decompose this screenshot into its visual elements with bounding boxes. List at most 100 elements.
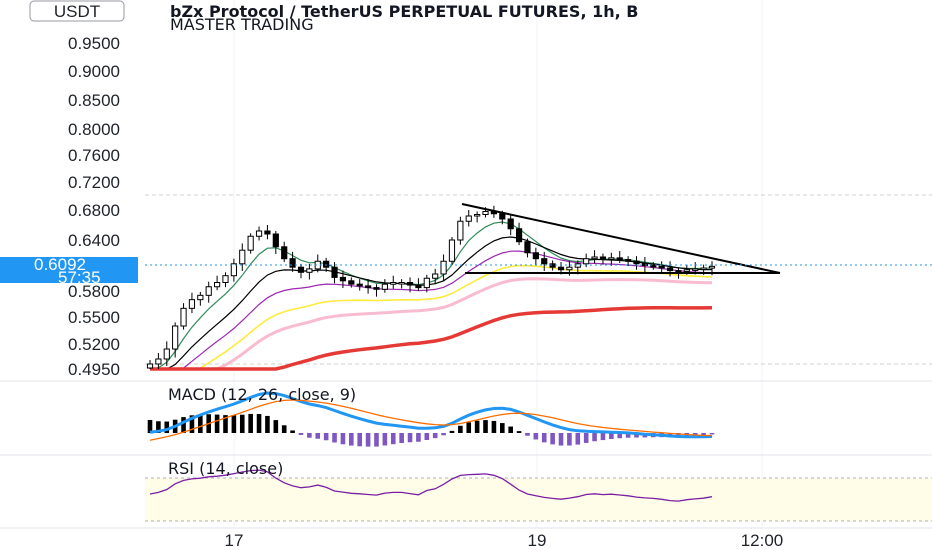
macd-signal-line <box>149 399 713 441</box>
candle-body <box>197 294 204 301</box>
candle-body <box>222 275 229 284</box>
rsi-pane[interactable]: RSI (14, close) <box>145 459 932 522</box>
candle-body <box>482 211 489 215</box>
macd-histogram-bar <box>516 431 522 433</box>
macd-histogram-bar <box>214 414 220 433</box>
macd-histogram-bar <box>281 425 287 433</box>
price-pane[interactable] <box>145 194 932 371</box>
macd-histogram-bar <box>525 433 530 436</box>
price-tick-label: 0.9500 <box>68 34 120 53</box>
macd-histogram-bar <box>189 415 195 433</box>
time-tick-label: 19 <box>528 531 547 550</box>
macd-histogram-bar <box>290 430 295 433</box>
price-axis: USDT 0.9500 0.9000 0.8500 0.8000 0.7600 0.720… <box>0 0 125 379</box>
candle-body <box>692 268 699 271</box>
macd-histogram-bar <box>374 433 379 447</box>
current-price-tag-bg <box>0 257 138 283</box>
candle-body <box>457 220 464 241</box>
price-tick-label: 0.6400 <box>68 231 120 250</box>
current-price-value: 0.6092 <box>34 255 86 274</box>
candle-body <box>708 265 716 269</box>
candle-body <box>532 252 539 260</box>
candle-body <box>214 282 221 288</box>
candle-body <box>683 269 690 272</box>
moving-average-line <box>150 236 712 370</box>
candle-body <box>272 233 279 248</box>
currency-badge[interactable] <box>29 0 125 22</box>
candle-body <box>297 266 305 273</box>
candle-body <box>415 284 422 289</box>
macd-histogram-bar <box>567 433 572 446</box>
macd-histogram-bar <box>256 414 262 433</box>
moving-average-line <box>150 277 713 371</box>
macd-histogram-bar <box>592 433 597 442</box>
macd-histogram-bar <box>508 426 513 433</box>
macd-histogram-bar <box>399 433 404 443</box>
candle-body <box>230 263 237 277</box>
candle-body <box>625 259 632 262</box>
macd-histogram-bar <box>147 419 153 433</box>
price-tick-label: 0.9000 <box>68 62 120 81</box>
price-tick-label: 0.7600 <box>68 146 120 165</box>
current-price-tag: 0.6092 57:35 <box>0 255 138 287</box>
macd-histogram-bar <box>265 415 270 433</box>
candle-body <box>188 299 196 309</box>
price-tick-label: 0.7200 <box>68 173 120 192</box>
candle-body <box>180 307 187 327</box>
candle-body <box>432 273 439 279</box>
candle-body <box>172 325 179 350</box>
price-tick-label: 0.8500 <box>68 91 120 110</box>
time-axis: 17 19 12:00 <box>225 531 784 550</box>
macd-histogram-bar <box>332 433 337 443</box>
currency-label: USDT <box>54 2 100 21</box>
macd-histogram-bar <box>156 421 161 433</box>
candle-body <box>507 218 514 230</box>
rsi-label: RSI (14, close) <box>168 459 283 478</box>
macd-histogram-bar <box>424 433 430 440</box>
macd-histogram-bar <box>541 433 547 443</box>
candle-body <box>474 214 481 217</box>
candle-body <box>205 286 212 296</box>
chart-title: bZx Protocol / TetherUS PERPETUAL FUTURE… <box>170 2 638 21</box>
candle-body <box>524 241 531 254</box>
macd-histogram-bar <box>181 417 186 433</box>
triangle-pattern <box>461 203 781 274</box>
candle-body <box>515 228 523 243</box>
macd-histogram-bar <box>499 423 505 433</box>
candle-body <box>390 282 397 285</box>
macd-histogram-bar <box>365 433 371 447</box>
macd-pane[interactable]: MACD (12, 26, close, 9) <box>147 385 715 447</box>
macd-histogram-bar <box>441 433 446 436</box>
macd-label: MACD (12, 26, close, 9) <box>168 385 356 404</box>
macd-histogram-bar <box>449 430 455 433</box>
candle-body <box>381 283 388 290</box>
candle-body <box>264 230 271 235</box>
time-tick-label: 17 <box>225 531 244 550</box>
macd-histogram-bar <box>307 433 312 438</box>
candle-body <box>641 263 648 266</box>
macd-histogram-bar <box>533 433 539 440</box>
candle-body <box>247 235 254 251</box>
macd-line <box>149 391 713 439</box>
macd-histogram-bar <box>558 433 564 446</box>
macd-histogram-bar <box>625 433 631 438</box>
candle-body <box>499 213 506 220</box>
macd-histogram-bar <box>432 433 438 439</box>
price-tick-label: 0.4950 <box>68 360 120 379</box>
macd-histogram-bar <box>483 420 488 433</box>
triangle-upper-line <box>461 203 781 274</box>
price-tick-label: 0.5200 <box>68 335 120 354</box>
rsi-band <box>145 478 932 521</box>
candle-body <box>289 258 296 268</box>
chart-subtitle: MASTER TRADING <box>170 15 314 34</box>
macd-histogram-bar <box>407 433 413 443</box>
candle-body <box>423 277 430 289</box>
price-tick-label: 0.6800 <box>68 201 120 220</box>
macd-histogram-bar <box>223 415 228 433</box>
macd-histogram-bar <box>416 433 421 442</box>
candle-body <box>658 265 665 269</box>
candle-body <box>675 270 682 273</box>
candle-body <box>591 256 598 260</box>
macd-histogram-bar <box>600 433 606 441</box>
rsi-line <box>149 469 713 502</box>
